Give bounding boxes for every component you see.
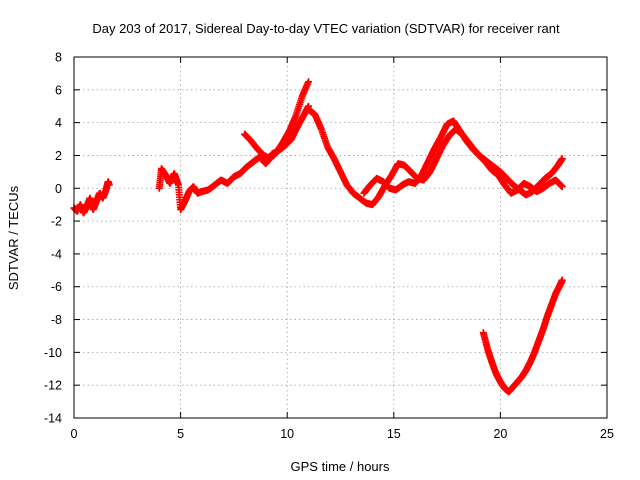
grid-lines	[74, 57, 607, 418]
series-segment-4	[305, 106, 566, 209]
y-tick-label: 8	[55, 51, 62, 65]
series-segment-2	[155, 102, 313, 214]
y-tick-label: 0	[55, 182, 62, 196]
series-segment-3	[241, 78, 313, 163]
x-tick-label: 0	[71, 427, 78, 441]
y-tick-label: -2	[51, 215, 62, 229]
series-segment-5	[360, 117, 566, 197]
x-tick-label: 20	[493, 427, 507, 441]
axis-ticks: 0 5 10 15 20 25 -14 -12 -10 -8 -6 -4 -2 0 2 4 6 8	[44, 51, 614, 442]
series-segment-6	[479, 276, 566, 396]
y-axis-label: SDTVAR / TECUs	[6, 185, 21, 290]
plot-frame	[73, 56, 608, 419]
data-point-marker	[558, 276, 566, 284]
y-tick-label: -10	[44, 346, 62, 360]
y-tick-label: 6	[55, 83, 62, 97]
y-tick-label: 2	[55, 149, 62, 163]
y-tick-label: -8	[51, 313, 62, 327]
x-tick-label: 25	[600, 427, 614, 441]
y-tick-label: -14	[44, 412, 62, 426]
data-point-marker	[558, 155, 566, 163]
data-points	[70, 78, 566, 396]
x-tick-label: 5	[177, 427, 184, 441]
y-tick-label: -6	[51, 280, 62, 294]
x-axis-label: GPS time / hours	[291, 459, 390, 474]
y-tick-label: -12	[44, 379, 62, 393]
y-tick-label: 4	[55, 116, 62, 130]
y-tick-label: -4	[51, 247, 62, 261]
data-point-marker	[558, 183, 566, 191]
x-tick-label: 10	[280, 427, 294, 441]
series-segment-1	[70, 178, 113, 217]
data-point-marker	[305, 78, 313, 86]
data-point-marker	[105, 181, 113, 189]
x-tick-label: 15	[387, 427, 401, 441]
chart-title: Day 203 of 2017, Sidereal Day-to-day VTE…	[92, 21, 560, 36]
